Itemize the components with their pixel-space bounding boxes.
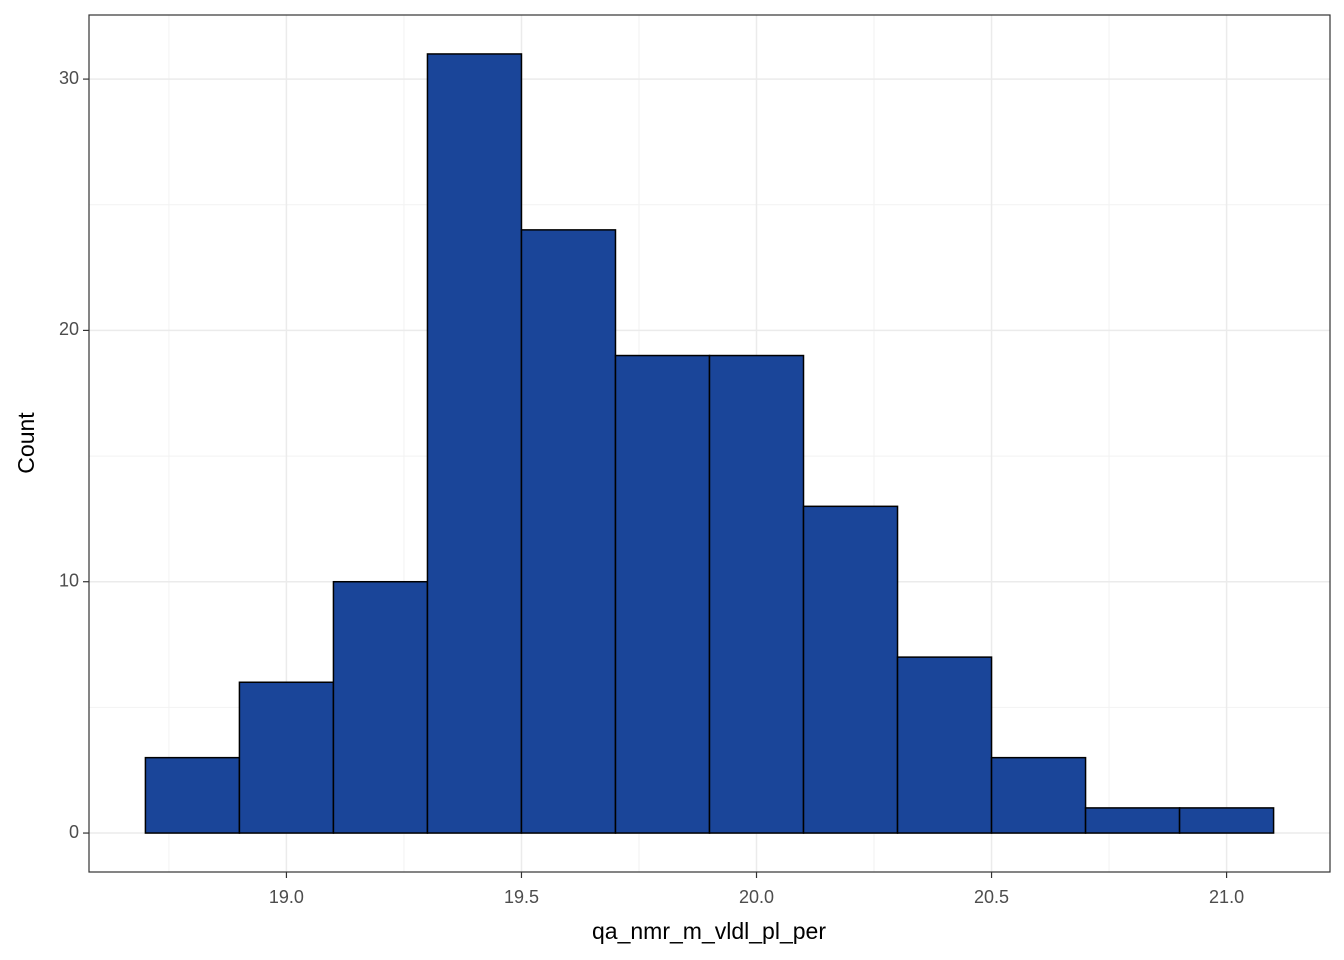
bar	[238, 681, 335, 834]
bar	[144, 756, 241, 834]
y-tick-label: 30	[59, 68, 79, 88]
bar	[1084, 807, 1181, 834]
bar	[990, 756, 1087, 834]
bars	[144, 53, 1275, 834]
bar	[896, 656, 993, 834]
y-tick-label: 0	[69, 822, 79, 842]
bar	[614, 354, 711, 834]
x-tick-label: 20.0	[739, 887, 774, 907]
axes: 19.0 19.5 20.0 20.5 21.0 0 10 20 30	[59, 68, 1244, 907]
bar	[520, 229, 617, 834]
x-tick-label: 21.0	[1209, 887, 1244, 907]
bar	[426, 53, 523, 834]
panel-border	[88, 14, 1331, 873]
bar	[332, 580, 429, 834]
y-tick-label: 20	[59, 319, 79, 339]
bar	[802, 505, 899, 834]
bar	[1178, 807, 1275, 834]
x-tick-label: 19.0	[269, 887, 304, 907]
x-tick-label: 19.5	[504, 887, 539, 907]
x-tick-label: 20.5	[974, 887, 1009, 907]
y-tick-label: 10	[59, 570, 79, 590]
bar	[708, 354, 805, 834]
x-axis-title: qa_nmr_m_vldl_pl_per	[592, 918, 826, 944]
y-axis-title: Count	[13, 412, 39, 474]
